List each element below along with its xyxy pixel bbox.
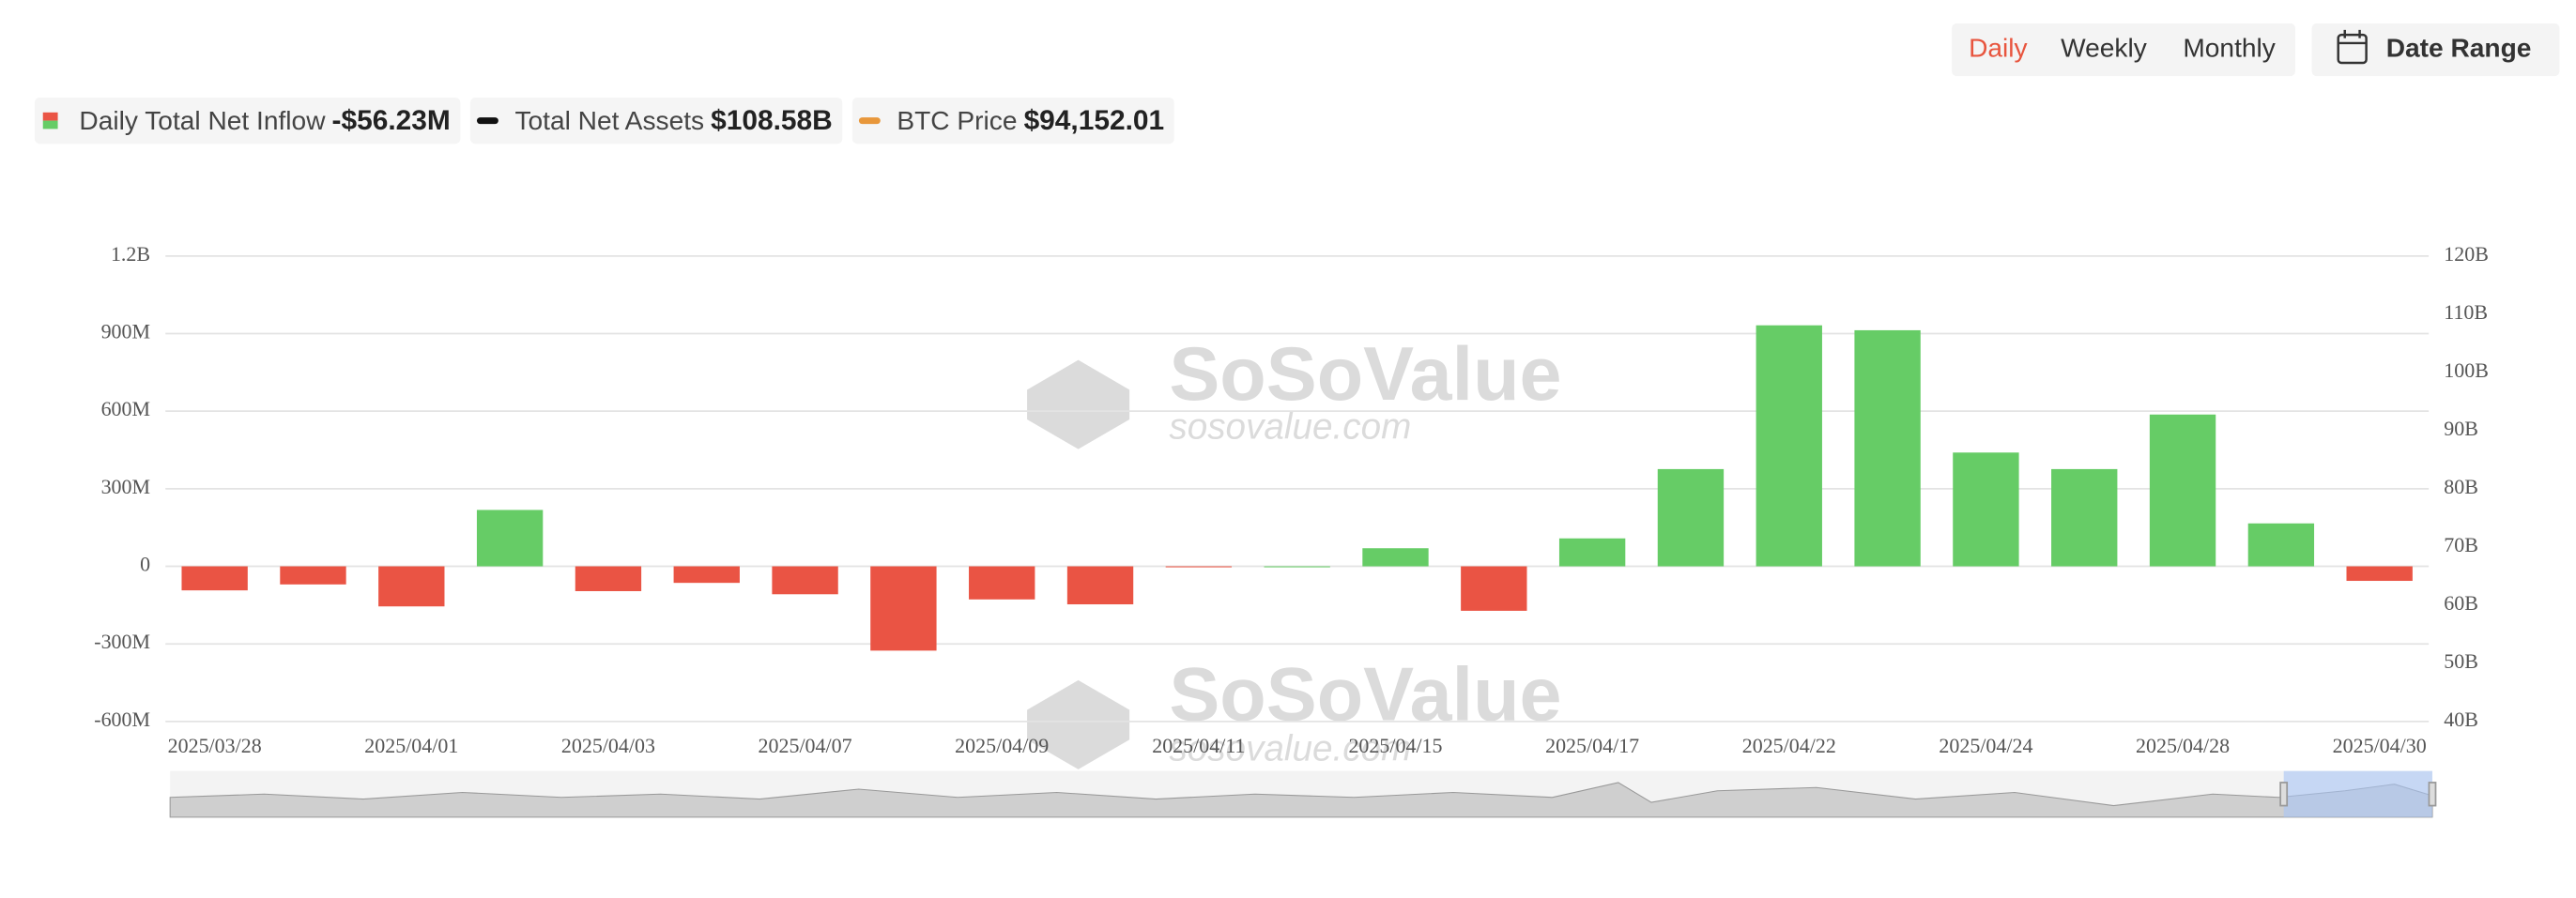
legend-value: $94,152.01 [1024,105,1165,136]
y-tick-label: 300M [101,475,151,498]
date-range-button[interactable] [2311,23,2560,77]
bar [1657,468,1725,567]
legend-bg [34,97,461,145]
date-range-label[interactable]: Date Range [2386,33,2532,62]
period-daily[interactable]: Daily [1969,33,2028,62]
watermark-url: sosovalue.com [1169,729,1411,769]
bar [2247,523,2315,567]
calendar-icon [2337,29,2368,65]
legend-swatch [476,117,498,125]
bar [280,566,346,585]
legend-item: Total Net Assets $108.58B [469,97,843,145]
x-tick-label: 2025/04/17 [1545,734,1639,757]
y-tick-label: 1.2B [111,242,150,266]
x-tick-label: 2025/04/03 [561,734,655,757]
legend-swatch [42,112,58,121]
bar [1362,548,1429,567]
bar [1953,452,2019,567]
x-tick-label: 2025/04/01 [364,734,458,757]
watermark-brand: SoSoValue [1169,652,1561,737]
x-tick-label: 2025/04/24 [1939,734,2032,757]
bar [181,566,248,591]
period-monthly[interactable]: Monthly [2183,33,2275,62]
y-tick-label: -600M [94,708,150,731]
bar [1756,325,1822,567]
legend-value: $108.58B [711,105,833,136]
navigator[interactable] [169,770,2437,818]
x-tick-label: 2025/04/07 [759,734,852,757]
watermark-url: sosovalue.com [1169,407,1411,448]
bar [772,566,838,595]
y-tick-label: -300M [94,630,150,653]
y2-tick-label: 110B [2444,300,2488,324]
legend-item: Daily Total Net Inflow -$56.23M [34,97,461,145]
period-weekly[interactable]: Weekly [2061,33,2147,62]
y-tick-label: 600M [101,397,151,420]
x-tick-label: 2025/04/15 [1348,734,1442,757]
bar [476,510,544,567]
bar [2051,468,2118,567]
x-tick-label: 2025/04/28 [2136,734,2230,757]
legend-bg [851,97,1174,145]
x-tick-label: 2025/04/22 [1742,734,1836,757]
legend: Daily Total Net Inflow -$56.23M Total Net … [34,97,1174,145]
bar [1165,566,1233,568]
bar [1264,566,1330,568]
bar [1461,566,1527,611]
x-tick-label: 2025/04/09 [955,734,1049,757]
watermark: SoSoValue sosovalue.com SoSoValue sosova… [1027,332,1562,769]
bar [1854,329,1921,567]
y2-tick-label: 70B [2444,533,2478,556]
legend-swatch [858,117,881,125]
y2-tick-label: 50B [2444,649,2478,673]
watermark-brand: SoSoValue [1169,332,1561,417]
bar [870,566,937,651]
y2-tick-label: 40B [2444,708,2478,731]
bar [2149,414,2216,567]
legend-name: BTC Price [897,106,1017,135]
y2-tick-label: 100B [2444,358,2489,382]
legend-name: Daily Total Net Inflow [79,106,326,135]
bar [575,566,642,591]
y-tick-label: 0 [140,553,150,576]
legend-name: Total Net Assets [514,106,704,135]
y2-tick-label: 90B [2444,417,2478,440]
x-tick-label: 2025/04/30 [2333,734,2427,757]
y2-tick-label: 120B [2444,242,2489,266]
bar [673,566,740,584]
bar [1066,566,1134,605]
period-switch [1952,23,2295,77]
legend-bg [469,97,843,145]
legend-swatch [42,120,58,129]
legend-value: -$56.23M [332,105,451,136]
x-tick-label: 2025/03/28 [168,734,262,757]
y2-tick-label: 80B [2444,475,2478,498]
x-tick-label: 2025/04/11 [1152,734,1245,757]
bar [1558,538,1626,567]
legend-item: BTC Price $94,152.01 [851,97,1174,145]
bar [2346,566,2413,582]
y2-tick-label: 60B [2444,591,2478,615]
bar [378,566,445,607]
y-tick-label: 900M [101,320,151,343]
bar [969,566,1035,600]
